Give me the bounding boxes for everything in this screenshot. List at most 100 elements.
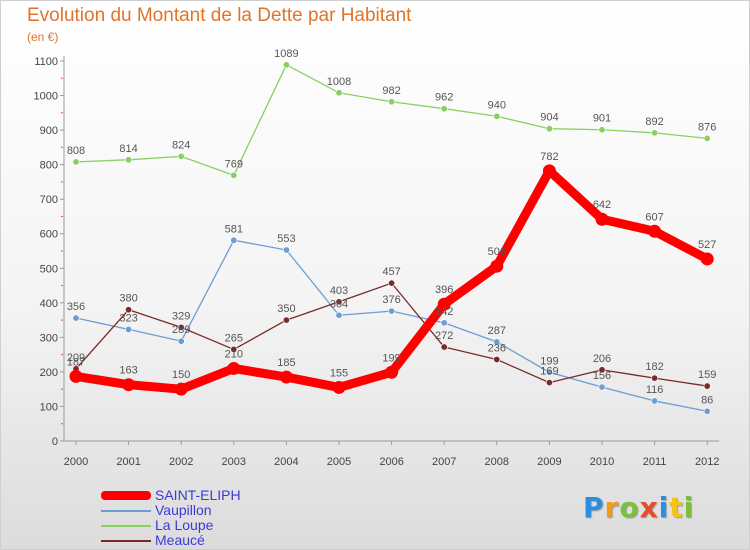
- data-point: [651, 397, 659, 405]
- series-layer: [69, 61, 714, 415]
- data-label: 527: [698, 239, 716, 251]
- proxiti-logo: Proxiti: [583, 491, 695, 524]
- data-point: [230, 171, 238, 179]
- series-saint-eliph: [69, 164, 714, 396]
- data-point: [651, 374, 659, 382]
- data-point: [72, 158, 80, 166]
- data-label: 187: [67, 356, 85, 368]
- data-label: 1008: [327, 76, 351, 88]
- data-label: 403: [330, 285, 348, 297]
- series-line: [75, 64, 708, 176]
- data-point: [440, 343, 448, 351]
- data-label: 364: [330, 298, 348, 310]
- y-tick-label: 900: [40, 125, 58, 137]
- data-point: [490, 259, 504, 273]
- data-point: [703, 134, 711, 142]
- y-tick-label: 300: [40, 332, 58, 344]
- data-point: [598, 126, 606, 134]
- legend-label: Meaucé: [155, 532, 205, 548]
- chart-title: Evolution du Montant de la Dette par Hab…: [27, 5, 412, 26]
- series-vaupillon: [72, 236, 711, 415]
- data-label: 159: [698, 369, 716, 381]
- x-tick-label: 2008: [485, 456, 509, 468]
- y-tick-label: 800: [40, 160, 58, 172]
- data-point: [335, 311, 343, 319]
- data-label: 150: [172, 369, 190, 381]
- data-point: [122, 378, 136, 392]
- chart-subtitle: (en €): [27, 30, 59, 44]
- x-tick-label: 2010: [590, 456, 614, 468]
- series-la-loupe: [72, 61, 711, 179]
- data-label: 769: [225, 158, 243, 170]
- data-point: [493, 355, 501, 363]
- data-point: [437, 297, 451, 311]
- data-point: [388, 98, 396, 106]
- data-point: [700, 252, 714, 266]
- data-point: [545, 125, 553, 133]
- data-label: 350: [277, 303, 295, 315]
- data-point: [545, 379, 553, 387]
- data-label: 86: [701, 394, 713, 406]
- y-tick-label: 1000: [34, 91, 58, 103]
- data-point: [598, 383, 606, 391]
- data-label: 156: [593, 370, 611, 382]
- data-label: 892: [645, 116, 663, 128]
- data-point: [282, 61, 290, 69]
- data-label: 236: [488, 342, 506, 354]
- data-label: 169: [540, 366, 558, 378]
- data-label: 199: [540, 355, 558, 367]
- data-label: 289: [172, 324, 190, 336]
- data-label: 506: [488, 246, 506, 258]
- data-label: 808: [67, 145, 85, 157]
- data-label: 607: [645, 211, 663, 223]
- y-tick-label: 200: [40, 367, 58, 379]
- axes: 0 100 200 300 400 500 600 700 800 900 1000 1100 2000…: [34, 56, 719, 468]
- data-point: [440, 319, 448, 327]
- data-label: 185: [277, 357, 295, 369]
- data-point: [595, 212, 609, 226]
- data-point: [282, 246, 290, 254]
- data-point: [335, 89, 343, 97]
- series-meauce: [72, 279, 711, 390]
- data-label: 206: [593, 353, 611, 365]
- data-point: [335, 298, 343, 306]
- data-point: [177, 152, 185, 160]
- data-point: [545, 368, 553, 376]
- data-point: [651, 129, 659, 137]
- data-point: [279, 370, 293, 384]
- data-label: 814: [119, 143, 137, 155]
- data-label: 962: [435, 92, 453, 104]
- y-tick-label: 700: [40, 194, 58, 206]
- data-point: [69, 369, 83, 383]
- x-tick-label: 2011: [643, 456, 667, 468]
- data-label: 940: [488, 99, 506, 111]
- x-tick-label: 2004: [274, 456, 298, 468]
- legend-swatch: [101, 510, 151, 512]
- data-label: 982: [382, 85, 400, 97]
- legend-label: SAINT-ELIPH: [155, 487, 241, 503]
- data-label: 287: [488, 325, 506, 337]
- data-point: [174, 382, 188, 396]
- data-label: 342: [435, 306, 453, 318]
- data-label-layer: 356 323 289 581 553 364 376 342 287 199 156 116 86 80…: [67, 48, 717, 406]
- data-point: [72, 314, 80, 322]
- data-point: [125, 325, 133, 333]
- data-label: 396: [435, 284, 453, 296]
- data-label: 376: [382, 294, 400, 306]
- data-point: [493, 112, 501, 120]
- data-point: [125, 156, 133, 164]
- data-label: 209: [67, 352, 85, 364]
- data-point: [282, 316, 290, 324]
- data-label: 1089: [274, 48, 298, 60]
- data-point: [177, 323, 185, 331]
- data-point: [493, 338, 501, 346]
- y-tick-label: 600: [40, 229, 58, 241]
- data-label: 323: [119, 312, 137, 324]
- x-tick-label: 2000: [64, 456, 88, 468]
- y-tick-label: 100: [40, 401, 58, 413]
- y-tick-label: 400: [40, 298, 58, 310]
- line-chart: 0 100 200 300 400 500 600 700 800 900 1000 1100 2000…: [34, 48, 720, 468]
- x-tick-label: 2005: [327, 456, 351, 468]
- data-point: [230, 345, 238, 353]
